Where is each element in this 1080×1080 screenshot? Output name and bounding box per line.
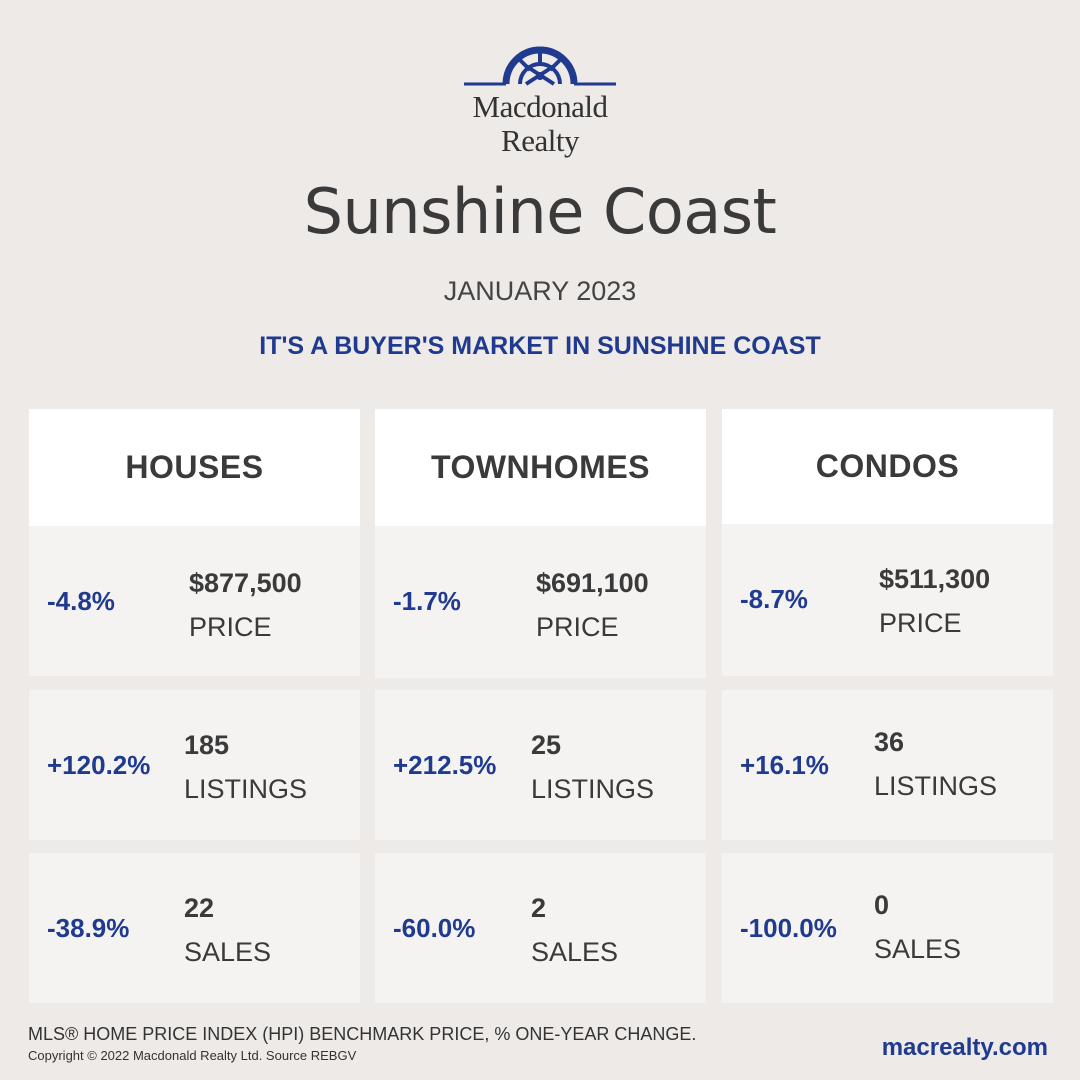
stat-label: PRICE	[189, 612, 272, 642]
brand-logo: Macdonald Realty	[440, 40, 640, 165]
stat-value: 0	[874, 890, 890, 920]
stat-value: $877,500	[189, 568, 302, 598]
change-value: +16.1%	[740, 749, 829, 780]
price-cell: -4.8% $877,500 PRICE	[29, 526, 360, 676]
report-date: JANUARY 2023	[443, 276, 637, 306]
sunburst-arch-icon	[464, 46, 616, 86]
stat-value: $511,300	[879, 564, 991, 594]
stat-value: 185	[184, 730, 230, 760]
stat-label: PRICE	[879, 608, 962, 638]
copyright-text: Copyright © 2022 Macdonald Realty Ltd. S…	[28, 1048, 357, 1063]
listings-cell: +120.2% 185 LISTINGS	[29, 690, 360, 840]
stat-value: $691,100	[536, 568, 649, 598]
page-title: Sunshine Coast	[303, 175, 777, 248]
change-value: +120.2%	[47, 749, 151, 780]
stat-value: 22	[184, 893, 215, 923]
change-value: -8.7%	[740, 583, 808, 614]
stat-label: SALES	[874, 934, 962, 964]
stat-value: 2	[531, 893, 547, 923]
stat-value: 36	[874, 727, 905, 757]
change-value: +212.5%	[393, 749, 497, 780]
stat-label: SALES	[184, 937, 272, 967]
price-cell: -8.7% $511,300 PRICE	[722, 524, 1053, 676]
logo-line-1: Macdonald	[472, 89, 608, 124]
column-heading: HOUSES	[29, 409, 360, 526]
sales-cell: -60.0% 2 SALES	[375, 853, 706, 1003]
stat-label: LISTINGS	[184, 774, 308, 804]
stat-label: LISTINGS	[531, 774, 655, 804]
sales-cell: -100.0% 0 SALES	[722, 853, 1053, 1003]
column-heading: TOWNHOMES	[375, 409, 706, 526]
price-cell: -1.7% $691,100 PRICE	[375, 526, 706, 678]
listings-cell: +16.1% 36 LISTINGS	[722, 690, 1053, 840]
logo-line-2: Realty	[501, 123, 579, 158]
change-value: -4.8%	[47, 585, 115, 616]
hpi-footnote: MLS® HOME PRICE INDEX (HPI) BENCHMARK PR…	[28, 1024, 697, 1044]
change-value: -1.7%	[393, 585, 461, 616]
market-headline: IT'S A BUYER'S MARKET IN SUNSHINE COAST	[259, 332, 821, 360]
column-heading: CONDOS	[722, 409, 1053, 524]
change-value: -100.0%	[740, 912, 837, 943]
change-value: -38.9%	[47, 912, 130, 943]
stat-label: SALES	[531, 937, 619, 967]
website-link[interactable]: macrealty.com	[881, 1034, 1048, 1061]
stat-label: LISTINGS	[874, 771, 998, 801]
change-value: -60.0%	[393, 912, 476, 943]
stat-label: PRICE	[536, 612, 619, 642]
listings-cell: +212.5% 25 LISTINGS	[375, 690, 706, 840]
stat-value: 25	[531, 730, 562, 760]
sales-cell: -38.9% 22 SALES	[29, 853, 360, 1003]
